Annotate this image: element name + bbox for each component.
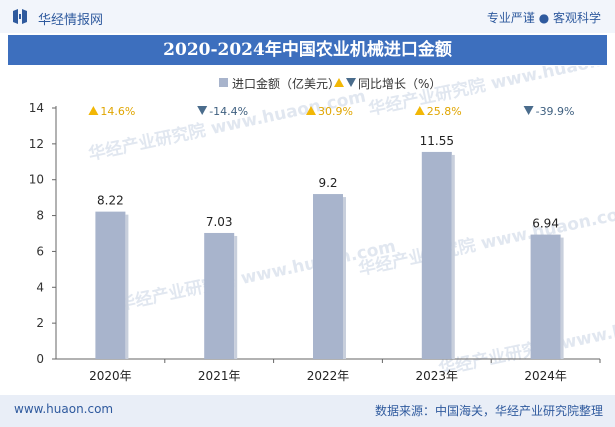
bar-shadow <box>343 197 346 359</box>
growth-up-triangle-icon <box>306 106 316 115</box>
bar-shadow <box>234 235 238 359</box>
y-tick-label: 0 <box>36 352 44 366</box>
bar-value-label: 11.55 <box>420 134 454 148</box>
growth-label: 30.9% <box>318 105 353 118</box>
bar <box>313 194 343 359</box>
bar-shadow <box>560 237 564 359</box>
slogan: 专业严谨 ● 客观科学 <box>486 11 601 25</box>
growth-up-triangle-icon <box>414 106 425 115</box>
bar <box>530 234 561 359</box>
bar-value-label: 7.03 <box>206 215 233 229</box>
bar-value-label: 8.22 <box>97 194 124 208</box>
y-tick-label: 12 <box>29 137 44 151</box>
bar-value-label: 6.94 <box>532 217 559 231</box>
growth-label: 14.6% <box>100 105 135 118</box>
bar <box>421 151 452 359</box>
legend-up-triangle-icon <box>334 78 344 87</box>
legend-label-growth: 同比增长（%） <box>358 77 441 91</box>
growth-label: 25.8% <box>427 105 462 118</box>
y-tick-label: 6 <box>36 244 44 258</box>
watermark-text: 华经产业研究院 www.huaon.com <box>87 86 368 165</box>
footer-band <box>0 395 615 427</box>
title-band <box>8 35 607 65</box>
growth-up-triangle-icon <box>88 106 99 115</box>
watermark-text: 华经产业研究院 www.huaon.com <box>117 236 398 315</box>
y-tick-label: 2 <box>36 316 44 330</box>
bar <box>95 211 126 359</box>
y-tick-label: 4 <box>36 280 44 294</box>
legend-label-import: 进口金额（亿美元） <box>232 76 340 91</box>
growth-down-triangle-icon <box>197 106 208 115</box>
legend-down-triangle-icon <box>346 78 356 87</box>
y-tick-label: 8 <box>36 209 44 223</box>
x-tick-label: 2022年 <box>307 369 350 383</box>
x-tick-label: 2024年 <box>524 369 567 383</box>
top-bar <box>0 0 615 33</box>
bar <box>204 232 235 359</box>
growth-label: -39.9% <box>536 105 575 118</box>
x-tick-label: 2020年 <box>89 369 132 383</box>
growth-down-triangle-icon <box>523 106 534 115</box>
growth-label: -14.4% <box>209 105 248 118</box>
chart-title: 2020-2024年中国农业机械进口金额 <box>163 40 452 60</box>
website-link[interactable]: www.huaon.com <box>14 402 114 416</box>
y-tick-label: 10 <box>29 173 44 187</box>
huajing-logo-icon <box>13 9 27 24</box>
watermark-text: 华经产业研究院 www.huaon.com <box>357 201 615 280</box>
brand-name: 华经情报网 <box>38 13 104 28</box>
x-tick-label: 2021年 <box>198 369 241 383</box>
watermark-text: 华经产业研究院 www.huaon.com <box>367 66 615 120</box>
bar-shadow <box>451 154 455 359</box>
watermark-text: 华经产业研究院 www.huaon.com <box>437 301 615 380</box>
data-source: 数据来源：中国海关，华经产业研究院整理 <box>374 404 603 418</box>
bar-chart: 华经产业研究院 www.huaon.com 华经产业研究院 www.huaon.c… <box>29 66 615 383</box>
x-tick-label: 2023年 <box>416 369 459 383</box>
legend-swatch-import <box>219 78 228 87</box>
bar-value-label: 9.2 <box>318 176 337 190</box>
y-tick-label: 14 <box>29 101 44 115</box>
bar-shadow <box>125 214 129 359</box>
